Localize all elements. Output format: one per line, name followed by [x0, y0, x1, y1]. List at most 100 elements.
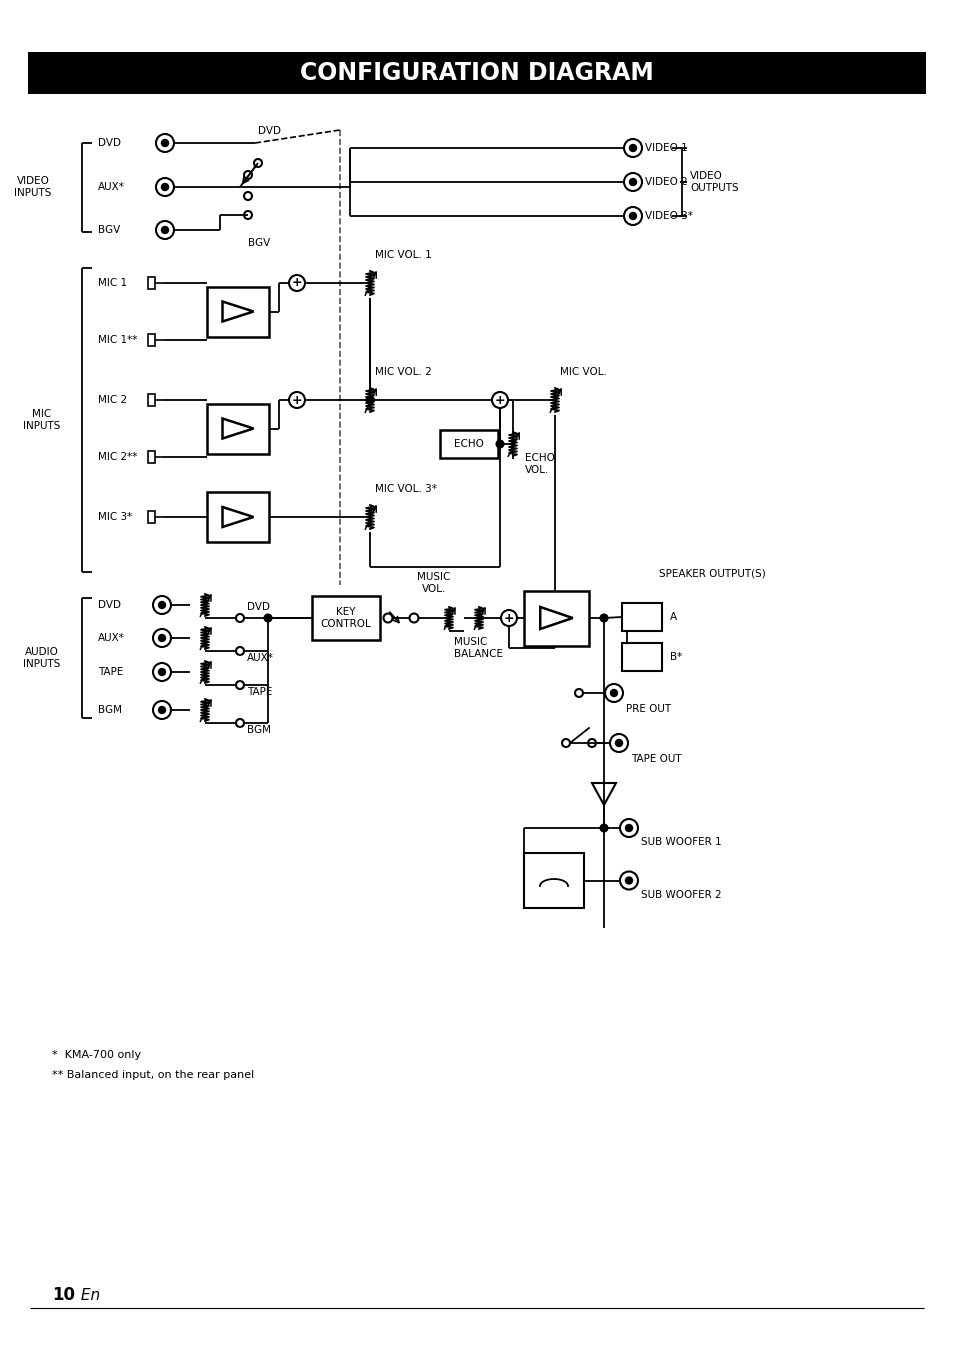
Text: TAPE: TAPE [98, 667, 123, 677]
Circle shape [629, 178, 636, 186]
Text: En: En [76, 1287, 100, 1302]
Circle shape [264, 615, 272, 621]
Circle shape [625, 825, 632, 832]
Text: DVD: DVD [98, 137, 121, 148]
Bar [312, 596, 379, 640]
Text: DVD: DVD [257, 125, 281, 136]
Text: MIC VOL. 2: MIC VOL. 2 [375, 367, 432, 377]
Text: VIDEO
INPUTS: VIDEO INPUTS [14, 177, 51, 198]
Text: MIC
INPUTS: MIC INPUTS [23, 410, 61, 431]
Text: VIDEO
OUTPUTS: VIDEO OUTPUTS [689, 171, 738, 193]
Bar [148, 394, 154, 406]
Bar [148, 276, 154, 288]
Circle shape [156, 221, 173, 239]
Text: +: + [495, 394, 505, 407]
Text: MIC VOL. 3*: MIC VOL. 3* [375, 484, 436, 493]
Circle shape [156, 178, 173, 195]
Text: CONFIGURATION DIAGRAM: CONFIGURATION DIAGRAM [300, 61, 653, 85]
Text: VIDEO 3*: VIDEO 3* [644, 212, 692, 221]
Text: 10: 10 [52, 1286, 75, 1304]
Text: AUDIO
INPUTS: AUDIO INPUTS [23, 647, 61, 669]
Text: MIC 3*: MIC 3* [98, 512, 132, 522]
Circle shape [619, 872, 638, 890]
Text: VIDEO 1: VIDEO 1 [644, 143, 687, 154]
Bar [621, 643, 661, 671]
Circle shape [152, 701, 171, 718]
Circle shape [496, 441, 503, 448]
Text: DVD: DVD [247, 603, 270, 612]
Text: TAPE: TAPE [247, 687, 273, 697]
Circle shape [158, 706, 165, 713]
Circle shape [158, 669, 165, 675]
Text: KEY
CONTROL: KEY CONTROL [320, 607, 371, 628]
Text: SUB WOOFER 2: SUB WOOFER 2 [640, 890, 720, 899]
Text: SUB WOOFER 1: SUB WOOFER 1 [640, 837, 720, 847]
Text: BGM: BGM [247, 725, 271, 735]
Bar [439, 430, 497, 458]
Bar [148, 334, 154, 346]
Text: MUSIC
VOL.: MUSIC VOL. [416, 572, 450, 594]
Text: MUSIC
BALANCE: MUSIC BALANCE [454, 638, 502, 659]
Circle shape [289, 275, 305, 291]
Bar [148, 511, 154, 523]
Text: A: A [669, 612, 677, 621]
Text: MIC 1: MIC 1 [98, 278, 127, 288]
Circle shape [615, 740, 622, 747]
Circle shape [619, 820, 638, 837]
Circle shape [610, 689, 617, 697]
Text: MIC 2: MIC 2 [98, 395, 127, 404]
Text: +: + [503, 612, 514, 624]
Text: MIC 1**: MIC 1** [98, 336, 137, 345]
Circle shape [158, 635, 165, 642]
Circle shape [623, 173, 641, 191]
Circle shape [152, 630, 171, 647]
Circle shape [152, 596, 171, 613]
Text: PRE OUT: PRE OUT [625, 704, 670, 714]
Circle shape [623, 208, 641, 225]
Bar [28, 53, 925, 94]
Circle shape [629, 144, 636, 151]
Circle shape [629, 213, 636, 220]
Bar [207, 403, 269, 453]
Bar [207, 492, 269, 542]
Text: VIDEO 2: VIDEO 2 [644, 177, 687, 187]
Circle shape [152, 663, 171, 681]
Bar [207, 287, 269, 337]
Bar [621, 603, 661, 631]
Circle shape [625, 878, 632, 884]
Circle shape [289, 392, 305, 408]
Text: AUX*: AUX* [247, 652, 274, 663]
Circle shape [158, 601, 165, 608]
Circle shape [599, 615, 607, 621]
Bar [523, 590, 588, 646]
Circle shape [500, 611, 517, 625]
Text: MIC 2**: MIC 2** [98, 452, 137, 462]
Text: SPEAKER OUTPUT(S): SPEAKER OUTPUT(S) [659, 568, 765, 578]
Text: BGV: BGV [98, 225, 120, 235]
Text: MIC VOL. 1: MIC VOL. 1 [375, 249, 432, 260]
Circle shape [366, 396, 374, 403]
Text: DVD: DVD [98, 600, 121, 611]
Text: B*: B* [669, 652, 681, 662]
Text: AUX*: AUX* [98, 182, 125, 191]
Text: *  KMA-700 only: * KMA-700 only [52, 1050, 141, 1060]
Circle shape [609, 735, 627, 752]
Circle shape [492, 392, 507, 408]
Text: BGV: BGV [248, 239, 270, 248]
Circle shape [623, 139, 641, 156]
Bar [523, 853, 583, 909]
Text: ECHO
VOL.: ECHO VOL. [524, 453, 555, 474]
Text: AUX*: AUX* [98, 634, 125, 643]
Text: ECHO: ECHO [454, 439, 483, 449]
Circle shape [161, 226, 169, 233]
Text: ** Balanced input, on the rear panel: ** Balanced input, on the rear panel [52, 1070, 254, 1080]
Text: +: + [292, 394, 302, 407]
Circle shape [156, 133, 173, 152]
Circle shape [599, 825, 607, 832]
Text: TAPE OUT: TAPE OUT [630, 754, 680, 764]
Circle shape [161, 183, 169, 190]
Circle shape [161, 139, 169, 147]
Bar [148, 452, 154, 462]
Text: BGM: BGM [98, 705, 122, 714]
Circle shape [604, 683, 622, 702]
